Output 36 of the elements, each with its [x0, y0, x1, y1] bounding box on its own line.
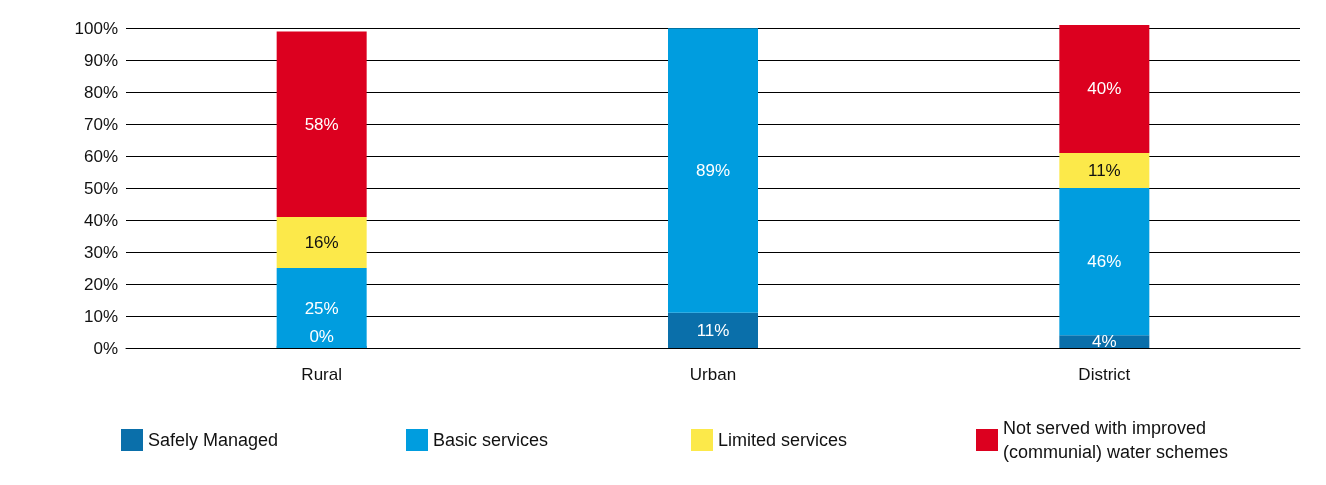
data-label: 40% — [1087, 79, 1122, 99]
bar — [276, 216, 367, 269]
data-label: 89% — [695, 161, 731, 181]
data-label: 11% — [1087, 161, 1121, 181]
x-tick-label: District — [1078, 365, 1131, 384]
legend-label: Not served with improved (communial) water schemes — [1003, 418, 1229, 462]
data-label: 16% — [304, 232, 339, 252]
y-tick-label: 20% — [83, 274, 118, 294]
y-tick-label: 80% — [83, 82, 118, 102]
legend-label: Limited services — [718, 430, 848, 450]
bar — [1059, 152, 1150, 189]
y-tick-label: 30% — [83, 242, 118, 262]
bar — [1059, 25, 1150, 153]
legend-label: Safely Managed — [148, 430, 279, 450]
y-tick-label: 70% — [83, 114, 118, 134]
y-tick-label: 60% — [83, 146, 118, 166]
y-tick-label: 0% — [93, 338, 118, 358]
bar — [668, 312, 758, 348]
data-label: 46% — [1087, 252, 1122, 272]
data-label: 58% — [304, 114, 339, 134]
legend-label: Basic services — [433, 430, 549, 450]
data-label: 0% — [309, 327, 334, 346]
y-tick-label: 40% — [83, 210, 118, 230]
y-tick-label: 50% — [83, 178, 118, 198]
y-tick-label: 10% — [83, 306, 118, 326]
y-tick-label: 90% — [83, 50, 118, 70]
x-tick-label: Urban — [689, 365, 737, 384]
data-label: 25% — [304, 298, 339, 318]
bar — [276, 268, 367, 348]
bar — [668, 28, 758, 313]
x-tick-label: Rural — [301, 365, 342, 384]
bar — [276, 31, 367, 217]
bar — [1059, 188, 1150, 336]
data-label: 4% — [1092, 332, 1117, 352]
y-tick-label: 100% — [74, 18, 118, 38]
data-label: 11% — [696, 320, 730, 340]
